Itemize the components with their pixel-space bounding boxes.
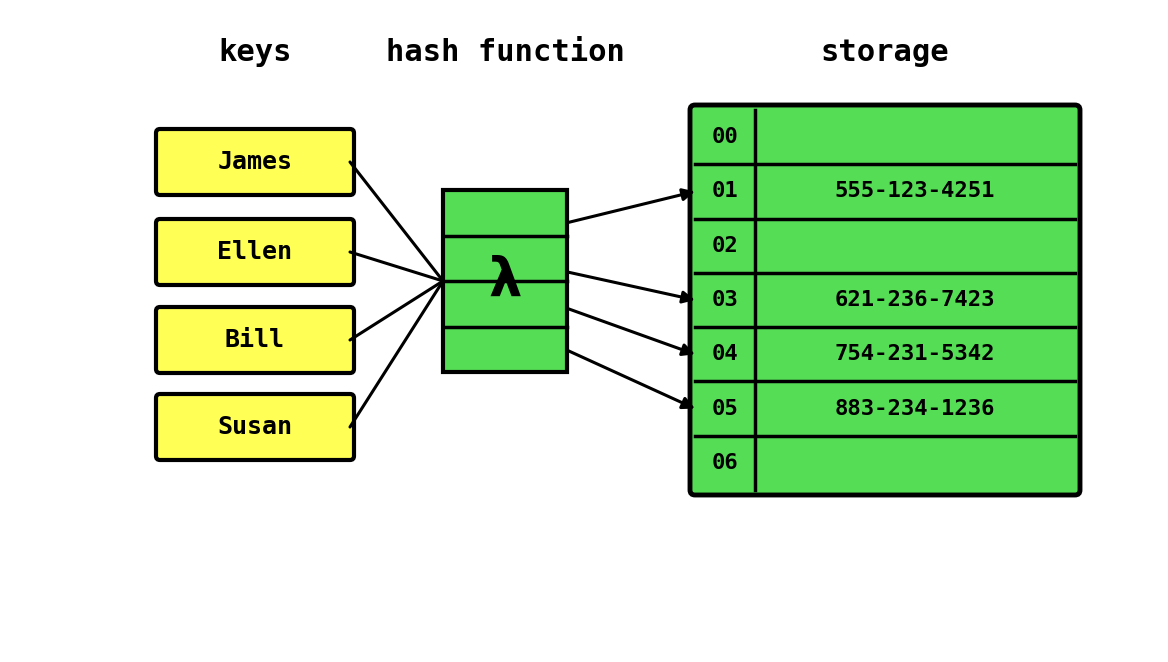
Text: Ellen: Ellen xyxy=(217,240,292,264)
FancyBboxPatch shape xyxy=(690,105,1080,495)
FancyBboxPatch shape xyxy=(443,190,566,372)
Text: keys: keys xyxy=(218,38,292,66)
Text: 555-123-4251: 555-123-4251 xyxy=(835,181,995,201)
Text: Bill: Bill xyxy=(225,328,285,352)
Text: 621-236-7423: 621-236-7423 xyxy=(835,290,995,310)
FancyBboxPatch shape xyxy=(157,307,354,373)
Text: 05: 05 xyxy=(711,399,738,418)
Text: 02: 02 xyxy=(711,236,738,256)
Text: 754-231-5342: 754-231-5342 xyxy=(835,344,995,364)
Text: 06: 06 xyxy=(711,453,738,473)
FancyBboxPatch shape xyxy=(157,394,354,460)
Text: Susan: Susan xyxy=(217,415,292,439)
FancyBboxPatch shape xyxy=(157,129,354,195)
Text: James: James xyxy=(217,150,292,174)
Text: 01: 01 xyxy=(711,181,738,201)
Text: 04: 04 xyxy=(711,344,738,364)
FancyBboxPatch shape xyxy=(157,219,354,285)
Text: λ: λ xyxy=(488,255,522,307)
Text: 883-234-1236: 883-234-1236 xyxy=(835,399,995,418)
Text: 03: 03 xyxy=(711,290,738,310)
Text: hash function: hash function xyxy=(385,38,625,66)
Text: storage: storage xyxy=(821,38,950,66)
Text: 00: 00 xyxy=(711,127,738,147)
